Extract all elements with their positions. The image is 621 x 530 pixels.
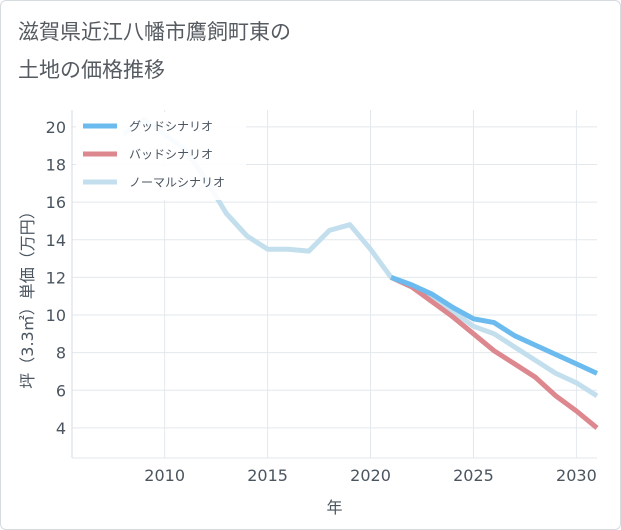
x-tick-label: 2020 xyxy=(350,466,391,485)
chart-title-line1: 滋賀県近江八幡市鷹飼町東の xyxy=(18,20,291,44)
y-tick-label: 10 xyxy=(46,306,66,325)
y-tick-label: 18 xyxy=(46,156,66,175)
legend-label: ノーマルシナリオ xyxy=(129,176,225,190)
y-tick-label: 14 xyxy=(46,231,66,250)
y-axis-label: 坪（3.3㎡）単価（万円） xyxy=(18,203,37,388)
series-line-0 xyxy=(390,275,599,376)
y-tick-label: 12 xyxy=(46,268,66,287)
y-tick-label: 4 xyxy=(56,419,66,438)
x-tick-label: 2010 xyxy=(144,466,185,485)
legend-label: バッドシナリオ xyxy=(129,148,213,162)
y-tick-label: 8 xyxy=(56,344,66,363)
y-tick-labels: 4 6 8 10 12 14 16 18 20 xyxy=(46,118,66,438)
x-tick-label: 2030 xyxy=(556,466,597,485)
series-line-1 xyxy=(390,275,599,430)
y-tick-label: 16 xyxy=(46,193,66,212)
chart-title-line2: 土地の価格推移 xyxy=(18,58,165,82)
y-tick-label: 20 xyxy=(46,118,66,137)
x-tick-label: 2025 xyxy=(453,466,494,485)
x-tick-labels: 2010 2015 2020 2025 2030 xyxy=(144,466,596,485)
legend-label: グッドシナリオ xyxy=(129,120,213,134)
x-axis-label: 年 xyxy=(326,498,342,517)
x-tick-label: 2015 xyxy=(247,466,288,485)
y-tick-label: 6 xyxy=(56,381,66,400)
